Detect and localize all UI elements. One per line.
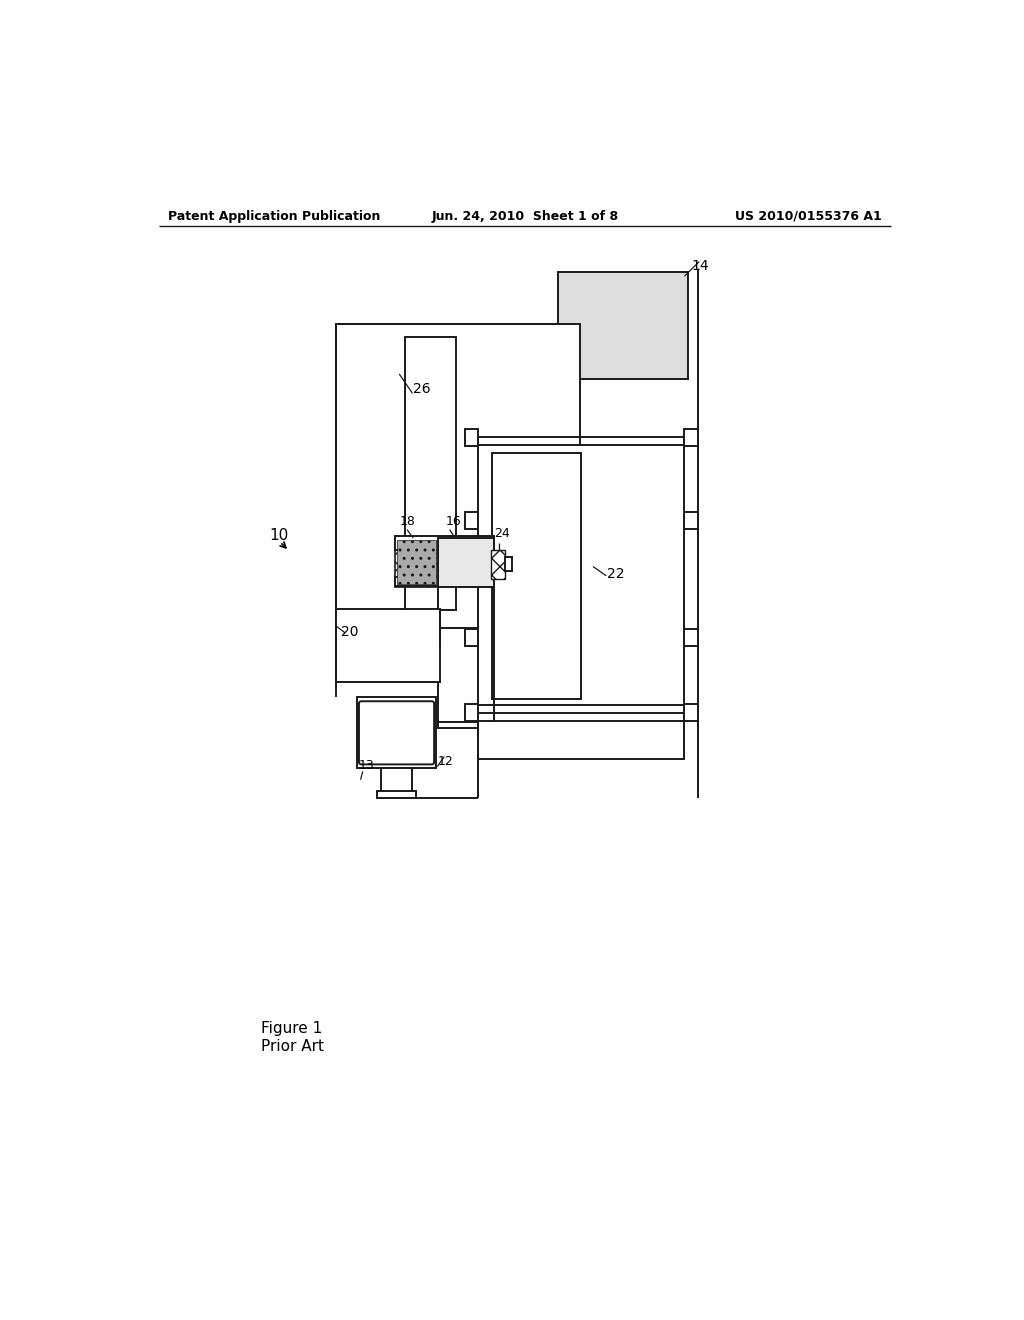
Bar (684, 628, 697, 645)
Bar (494, 607, 580, 614)
Bar (494, 477, 580, 483)
Bar (494, 574, 580, 581)
Text: US 2010/0155376 A1: US 2010/0155376 A1 (734, 210, 882, 223)
Bar (494, 618, 580, 624)
Text: 20: 20 (341, 624, 358, 639)
Bar (494, 520, 580, 527)
Bar (494, 541, 580, 549)
Text: 16: 16 (445, 515, 462, 528)
Bar (478, 445, 684, 705)
Bar (684, 512, 697, 529)
Bar (494, 628, 580, 635)
Bar (494, 661, 580, 668)
Bar (394, 577, 494, 586)
Bar (558, 272, 688, 379)
Bar (494, 487, 580, 495)
Bar (494, 510, 580, 516)
Bar (494, 498, 580, 506)
Bar (381, 768, 412, 795)
Bar (492, 549, 506, 579)
Text: Jun. 24, 2010  Sheet 1 of 8: Jun. 24, 2010 Sheet 1 of 8 (431, 210, 618, 223)
Text: 13: 13 (359, 759, 375, 772)
Bar (465, 429, 478, 446)
Bar (494, 682, 580, 690)
Bar (465, 512, 478, 529)
Bar (394, 539, 438, 586)
Bar (494, 553, 580, 560)
Bar (684, 429, 697, 446)
Bar (494, 639, 580, 647)
Bar (494, 564, 580, 570)
Bar (336, 323, 580, 628)
Text: Prior Art: Prior Art (261, 1039, 325, 1053)
Text: 26: 26 (414, 381, 431, 396)
Bar (356, 697, 436, 768)
Bar (377, 792, 416, 797)
Text: 14: 14 (691, 259, 709, 272)
Text: Patent Application Publication: Patent Application Publication (168, 210, 381, 223)
Bar (336, 609, 439, 682)
Text: Figure 1: Figure 1 (261, 1020, 323, 1036)
Bar (394, 536, 494, 549)
Text: 10: 10 (269, 528, 289, 544)
Text: 22: 22 (607, 568, 625, 581)
Bar (406, 337, 456, 610)
Bar (494, 651, 580, 657)
Bar (397, 540, 436, 585)
Bar (684, 705, 697, 721)
Bar (494, 455, 580, 462)
Bar (494, 466, 580, 473)
Bar (438, 722, 494, 729)
Bar (494, 595, 580, 603)
Text: 24: 24 (495, 527, 510, 540)
Bar (506, 557, 512, 572)
Bar (465, 705, 478, 721)
Bar (494, 672, 580, 678)
Bar (438, 539, 494, 586)
Bar (494, 531, 580, 537)
Text: 12: 12 (438, 755, 454, 768)
Bar (478, 721, 684, 759)
Bar (493, 453, 582, 700)
Bar (494, 585, 580, 593)
Bar (465, 628, 478, 645)
FancyBboxPatch shape (359, 701, 434, 764)
Text: 18: 18 (399, 515, 415, 528)
